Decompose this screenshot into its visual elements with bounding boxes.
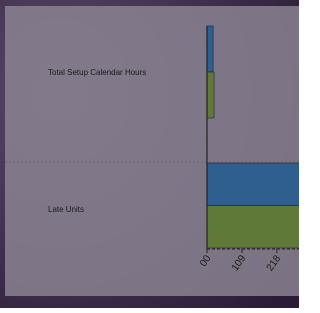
bar: [207, 163, 299, 206]
bar: [207, 26, 213, 72]
plot-panel: [5, 6, 299, 296]
category-label: Total Setup Calendar Hours: [48, 68, 146, 77]
category-label: Late Units: [48, 205, 84, 214]
bar: [207, 206, 299, 249]
bar: [207, 72, 214, 118]
